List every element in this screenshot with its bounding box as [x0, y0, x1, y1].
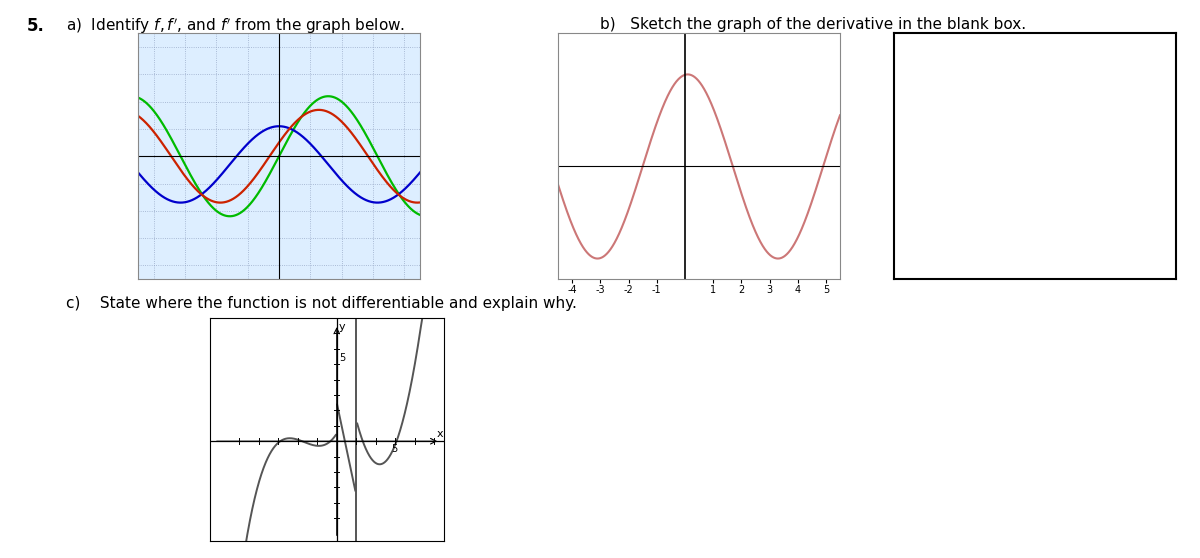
Text: 5: 5 [391, 444, 397, 454]
Text: c)    State where the function is not differentiable and explain why.: c) State where the function is not diffe… [66, 296, 577, 311]
Text: 5: 5 [340, 353, 346, 363]
Text: b)   Sketch the graph of the derivative in the blank box.: b) Sketch the graph of the derivative in… [600, 17, 1026, 32]
Text: y: y [340, 323, 346, 333]
Text: 5.: 5. [26, 17, 44, 35]
Text: x: x [437, 429, 443, 439]
Text: a)  Identify $f, f'$, and $f'$ from the graph below.: a) Identify $f, f'$, and $f'$ from the g… [66, 17, 406, 36]
